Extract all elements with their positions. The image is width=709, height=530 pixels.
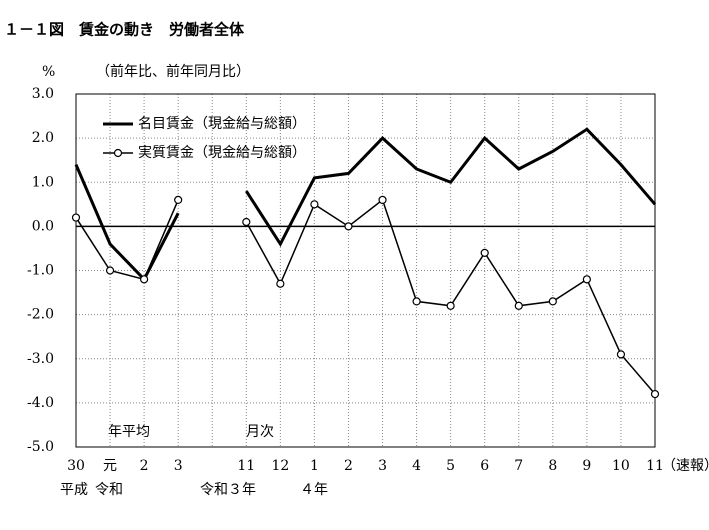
note: （速報） bbox=[662, 458, 709, 474]
x-tick-label: 11 bbox=[237, 458, 255, 474]
chart-title: １－１図 賃金の動き 労働者全体 bbox=[4, 21, 245, 39]
series-line bbox=[74, 164, 180, 282]
series-marker bbox=[276, 279, 285, 288]
y-tick-label: -2.0 bbox=[27, 307, 54, 323]
x-tick-label: 6 bbox=[480, 458, 489, 474]
x-tick-label: 2 bbox=[344, 458, 353, 474]
era-label: ４年 bbox=[300, 482, 328, 498]
era-label: 令和３年 bbox=[200, 482, 256, 498]
y-tick-label: 3.0 bbox=[32, 86, 54, 102]
series-marker bbox=[174, 195, 183, 204]
y-tick-label: 0.0 bbox=[32, 218, 54, 234]
era-label: 令和 bbox=[95, 482, 123, 498]
y-tick-label: -3.0 bbox=[27, 351, 54, 367]
x-tick-label: 8 bbox=[548, 458, 557, 474]
legend-label: 実質賃金（現金給与総額） bbox=[138, 145, 306, 161]
x-tick-label: 9 bbox=[582, 458, 591, 474]
x-tick-label: 12 bbox=[271, 458, 289, 474]
series-marker bbox=[242, 217, 251, 227]
plot-frame bbox=[75, 93, 656, 448]
series-marker bbox=[650, 389, 660, 399]
series-line bbox=[75, 199, 179, 281]
section-label: 月次 bbox=[246, 424, 274, 440]
section-label: 年平均 bbox=[108, 424, 150, 440]
x-tick-label: 3 bbox=[378, 458, 387, 474]
y-tick-label: 1.0 bbox=[32, 174, 54, 190]
x-tick-label: 元 bbox=[103, 458, 117, 474]
series-line bbox=[245, 127, 657, 248]
series-marker bbox=[514, 301, 523, 310]
series-marker bbox=[140, 275, 149, 284]
era-label: 平成 bbox=[60, 482, 88, 498]
series-marker bbox=[446, 301, 455, 310]
x-tick-label: 5 bbox=[446, 458, 455, 474]
series-marker bbox=[71, 213, 81, 222]
x-tick-label: 10 bbox=[612, 458, 630, 474]
legend-label: 名目賃金（現金給与総額） bbox=[138, 116, 306, 132]
y-tick-label: -5.0 bbox=[27, 439, 54, 455]
x-tick-label: 11 bbox=[646, 458, 664, 474]
series-marker bbox=[548, 297, 557, 306]
series-marker bbox=[378, 195, 387, 204]
x-tick-label: 30 bbox=[67, 458, 85, 474]
y-unit: % bbox=[42, 64, 55, 80]
x-tick-label: 4 bbox=[412, 458, 421, 474]
series-marker bbox=[616, 350, 626, 359]
x-tick-label: 3 bbox=[174, 458, 183, 474]
x-tick-label: 1 bbox=[310, 458, 319, 474]
y-tick-label: -4.0 bbox=[27, 395, 54, 411]
series-marker bbox=[480, 248, 489, 257]
subtitle: （前年比、前年同月比） bbox=[96, 63, 250, 80]
y-tick-label: 2.0 bbox=[32, 130, 54, 146]
y-tick-label: -1.0 bbox=[27, 263, 54, 279]
series-marker bbox=[582, 275, 591, 284]
x-tick-label: 7 bbox=[514, 458, 523, 474]
series-marker bbox=[344, 222, 353, 231]
series-marker bbox=[105, 266, 115, 275]
series-marker bbox=[310, 200, 319, 209]
legend-marker bbox=[113, 148, 123, 158]
x-tick-label: 2 bbox=[140, 458, 149, 474]
series-marker bbox=[412, 297, 421, 306]
